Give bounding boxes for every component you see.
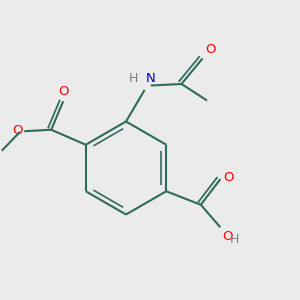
- Text: O: O: [58, 85, 68, 98]
- Text: O: O: [206, 43, 216, 56]
- Text: O: O: [223, 171, 234, 184]
- Text: H: H: [129, 72, 138, 85]
- Text: O: O: [222, 230, 232, 243]
- Text: H: H: [230, 232, 239, 246]
- Text: N: N: [146, 72, 155, 85]
- Text: O: O: [13, 124, 23, 137]
